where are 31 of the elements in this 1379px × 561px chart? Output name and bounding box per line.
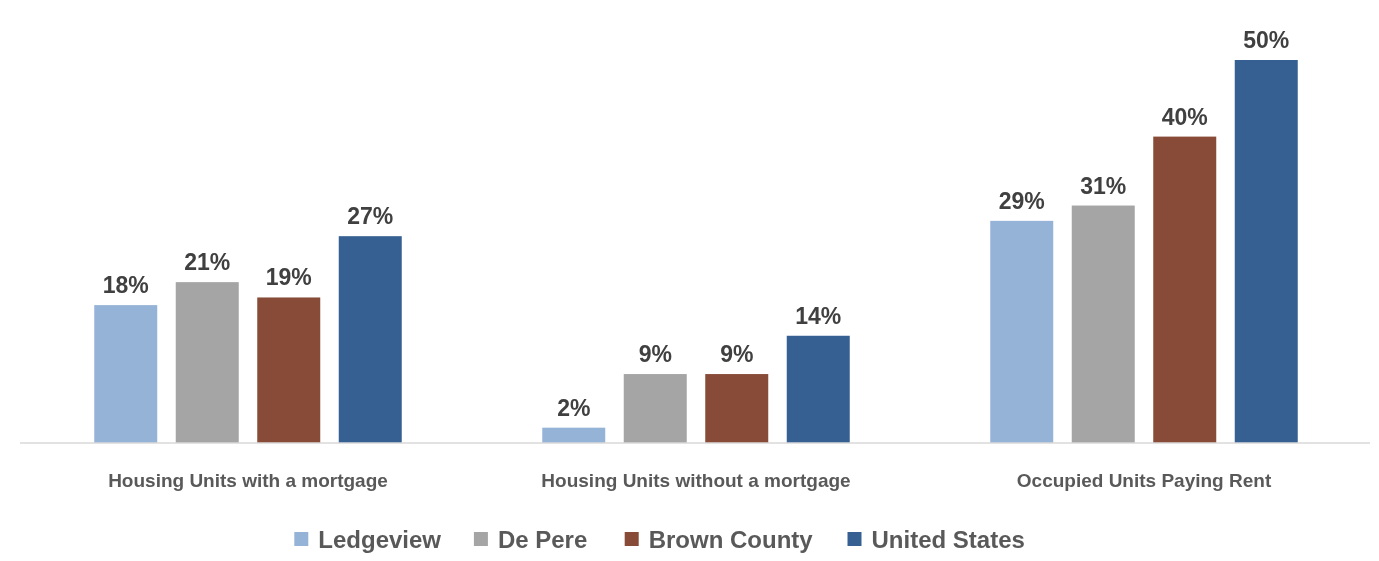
data-label: 2% — [557, 394, 591, 421]
legend-label: United States — [871, 526, 1025, 553]
x-tick-label: Housing Units without a mortgage — [541, 470, 851, 491]
bar — [175, 282, 239, 443]
bar — [1234, 60, 1298, 443]
data-label: 50% — [1243, 27, 1290, 53]
bar — [705, 374, 769, 443]
data-label: 9% — [638, 341, 672, 368]
data-label: 21% — [184, 249, 231, 276]
bar — [257, 297, 321, 443]
data-label: 31% — [1080, 172, 1127, 199]
data-label: 18% — [102, 272, 149, 299]
bar — [1071, 205, 1135, 443]
legend-label: Ledgeview — [318, 526, 442, 553]
bar — [94, 305, 158, 443]
bar — [786, 335, 850, 443]
legend-label: De Pere — [497, 526, 588, 553]
bar — [990, 220, 1054, 443]
legend-label: Brown County — [648, 526, 814, 553]
bar — [1153, 136, 1217, 443]
data-label: 14% — [795, 302, 842, 329]
data-label: 29% — [998, 187, 1045, 214]
bar — [542, 427, 606, 443]
data-label: 9% — [720, 341, 754, 368]
data-label: 40% — [1161, 103, 1208, 130]
data-label: 19% — [265, 264, 312, 291]
bar — [623, 374, 687, 443]
x-tick-label: Occupied Units Paying Rent — [1016, 470, 1272, 491]
data-label: 27% — [347, 203, 394, 230]
x-tick-label: Housing Units with a mortgage — [108, 470, 388, 491]
bar — [338, 236, 402, 443]
